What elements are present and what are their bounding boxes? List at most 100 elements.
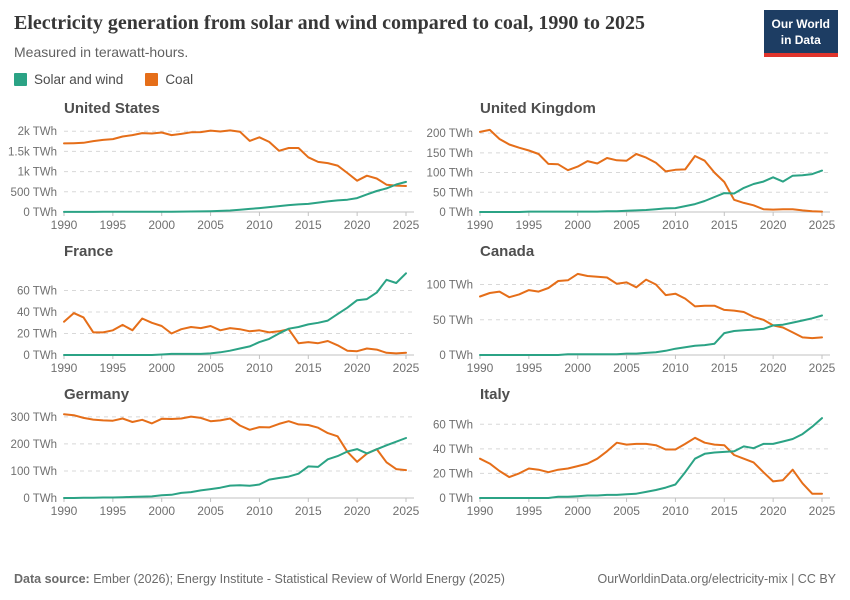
y-tick-label: 40 TWh xyxy=(17,307,57,319)
series-line-coal[interactable] xyxy=(63,413,407,472)
x-tick-label: 2000 xyxy=(148,361,175,375)
chart-title: France xyxy=(64,243,114,260)
series-line-coal[interactable] xyxy=(479,272,823,340)
chart-germany: Germany 0 TWh 100 TWh 200 TWh 300 TWh 1990 19… xyxy=(11,386,420,526)
x-tick-label: 2005 xyxy=(613,504,640,518)
x-tick-label: 2010 xyxy=(246,504,273,518)
y-tick-label: 40 TWh xyxy=(433,444,473,456)
series-line-solar-and-wind[interactable] xyxy=(63,437,407,499)
y-tick-label: 200 TWh xyxy=(427,128,473,140)
y-tick-label: 50 TWh xyxy=(433,315,473,327)
y-tick-label: 100 TWh xyxy=(11,466,57,478)
legend-label: Solar and wind xyxy=(34,72,124,87)
chart-italy: Italy 0 TWh 20 TWh 40 TWh 60 TWh 1990 1995 200… xyxy=(430,386,836,526)
chart-plot-france[interactable]: 0 TWh 20 TWh 40 TWh 60 TWh 1990 1995 2000 2005 2… xyxy=(14,263,420,383)
y-tick-label: 0 TWh xyxy=(439,207,473,219)
series-line-coal[interactable] xyxy=(479,436,823,495)
chart-plot-germany[interactable]: 0 TWh 100 TWh 200 TWh 300 TWh 1990 1995 2000 20… xyxy=(11,406,420,526)
y-tick-label: 0 TWh xyxy=(23,493,57,505)
legend: Solar and wind Coal xyxy=(14,72,836,87)
legend-item-coal[interactable]: Coal xyxy=(145,72,193,87)
x-tick-label: 2025 xyxy=(393,504,420,518)
chart-france: France 0 TWh 20 TWh 40 TWh 60 TWh 1990 1995 20… xyxy=(14,243,420,383)
data-source-text: Ember (2026); Energy Institute - Statist… xyxy=(93,572,505,586)
chart-plot-united-kingdom[interactable]: 0 TWh 50 TWh 100 TWh 150 TWh 200 TWh 1990 1995… xyxy=(427,120,836,240)
series-line-solar-and-wind[interactable] xyxy=(63,272,407,356)
y-tick-label: 100 TWh xyxy=(427,280,473,292)
chart-page: Electricity generation from solar and wi… xyxy=(8,10,838,586)
x-tick-label: 1990 xyxy=(467,504,494,518)
chart-canada: Canada 0 TWh 50 TWh 100 TWh 1990 1995 2000 200… xyxy=(427,243,836,383)
chart-plot-canada[interactable]: 0 TWh 50 TWh 100 TWh 1990 1995 2000 2005 2010 20… xyxy=(427,263,836,383)
x-tick-label: 2025 xyxy=(393,361,420,375)
y-tick-label: 0 TWh xyxy=(439,493,473,505)
y-tick-label: 100 TWh xyxy=(427,168,473,180)
x-tick-label: 2015 xyxy=(711,504,738,518)
x-tick-label: 2015 xyxy=(711,361,738,375)
x-tick-label: 2000 xyxy=(564,504,591,518)
y-tick-label: 0 TWh xyxy=(439,350,473,362)
legend-label: Coal xyxy=(165,72,194,87)
data-source: Data source: Ember (2026); Energy Instit… xyxy=(14,572,505,586)
y-tick-label: 20 TWh xyxy=(433,468,473,480)
y-tick-label: 50 TWh xyxy=(433,187,473,199)
chart-title: Germany xyxy=(64,386,130,403)
x-tick-label: 1995 xyxy=(516,218,543,232)
series-line-solar-and-wind[interactable] xyxy=(63,180,407,213)
data-source-label: Data source: xyxy=(14,572,90,586)
x-tick-label: 2020 xyxy=(760,504,787,518)
legend-item-solar-wind[interactable]: Solar and wind xyxy=(14,72,123,87)
series-line-coal[interactable] xyxy=(63,129,407,187)
x-tick-label: 1990 xyxy=(51,218,78,232)
x-tick-label: 2005 xyxy=(197,218,224,232)
series-line-solar-and-wind[interactable] xyxy=(479,417,823,499)
x-tick-label: 2000 xyxy=(564,218,591,232)
series-line-coal[interactable] xyxy=(479,128,823,213)
x-tick-label: 2025 xyxy=(393,218,420,232)
page-title: Electricity generation from solar and wi… xyxy=(14,12,646,34)
chart-plot-italy[interactable]: 0 TWh 20 TWh 40 TWh 60 TWh 1990 1995 2000 2005 2… xyxy=(430,406,836,526)
charts-grid: United States 0 TWh 500 TWh 1k TWh 1.5k TWh… xyxy=(8,100,836,526)
footer: Data source: Ember (2026); Energy Instit… xyxy=(14,572,836,586)
series-line-solar-and-wind[interactable] xyxy=(479,314,823,356)
owid-logo-line2: in Data xyxy=(780,32,821,47)
chart-united-kingdom: United Kingdom 0 TWh 50 TWh 100 TWh 150 TWh… xyxy=(427,100,836,240)
x-tick-label: 2015 xyxy=(295,504,322,518)
x-tick-label: 2000 xyxy=(564,361,591,375)
series-line-coal[interactable] xyxy=(63,312,407,355)
x-tick-label: 2010 xyxy=(246,361,273,375)
x-tick-label: 2005 xyxy=(613,361,640,375)
x-tick-label: 2020 xyxy=(760,218,787,232)
y-tick-label: 200 TWh xyxy=(11,439,57,451)
x-tick-label: 2005 xyxy=(197,361,224,375)
owid-logo-line1: Our World xyxy=(771,17,830,31)
x-tick-label: 2025 xyxy=(809,218,836,232)
x-tick-label: 2010 xyxy=(662,504,689,518)
x-tick-label: 2020 xyxy=(760,361,787,375)
y-tick-label: 300 TWh xyxy=(11,412,57,424)
y-tick-label: 60 TWh xyxy=(433,419,473,431)
footer-link[interactable]: OurWorldinData.org/electricity-mix | CC … xyxy=(597,572,837,586)
x-tick-label: 1995 xyxy=(516,504,543,518)
x-tick-label: 2020 xyxy=(344,218,371,232)
x-tick-label: 2015 xyxy=(295,218,322,232)
chart-plot-united-states[interactable]: 0 TWh 500 TWh 1k TWh 1.5k TWh 2k TWh 1990 1995… xyxy=(8,120,420,240)
series-line-solar-and-wind[interactable] xyxy=(479,169,823,213)
x-tick-label: 2005 xyxy=(197,504,224,518)
y-tick-label: 0 TWh xyxy=(23,207,57,219)
x-tick-label: 2005 xyxy=(613,218,640,232)
chart-subtitle: Measured in terawatt-hours. xyxy=(14,44,189,60)
chart-title: Canada xyxy=(480,243,535,260)
x-tick-label: 1995 xyxy=(516,361,543,375)
x-tick-label: 2025 xyxy=(809,504,836,518)
x-tick-label: 1990 xyxy=(467,361,494,375)
y-tick-label: 20 TWh xyxy=(17,329,57,341)
chart-title: United Kingdom xyxy=(480,100,596,117)
y-tick-label: 1.5k TWh xyxy=(8,146,57,158)
y-tick-label: 2k TWh xyxy=(18,126,57,138)
x-tick-label: 2010 xyxy=(246,218,273,232)
owid-logo[interactable]: Our World in Data xyxy=(763,10,838,58)
y-tick-label: 0 TWh xyxy=(23,350,57,362)
y-tick-label: 150 TWh xyxy=(427,148,473,160)
x-tick-label: 2000 xyxy=(148,504,175,518)
